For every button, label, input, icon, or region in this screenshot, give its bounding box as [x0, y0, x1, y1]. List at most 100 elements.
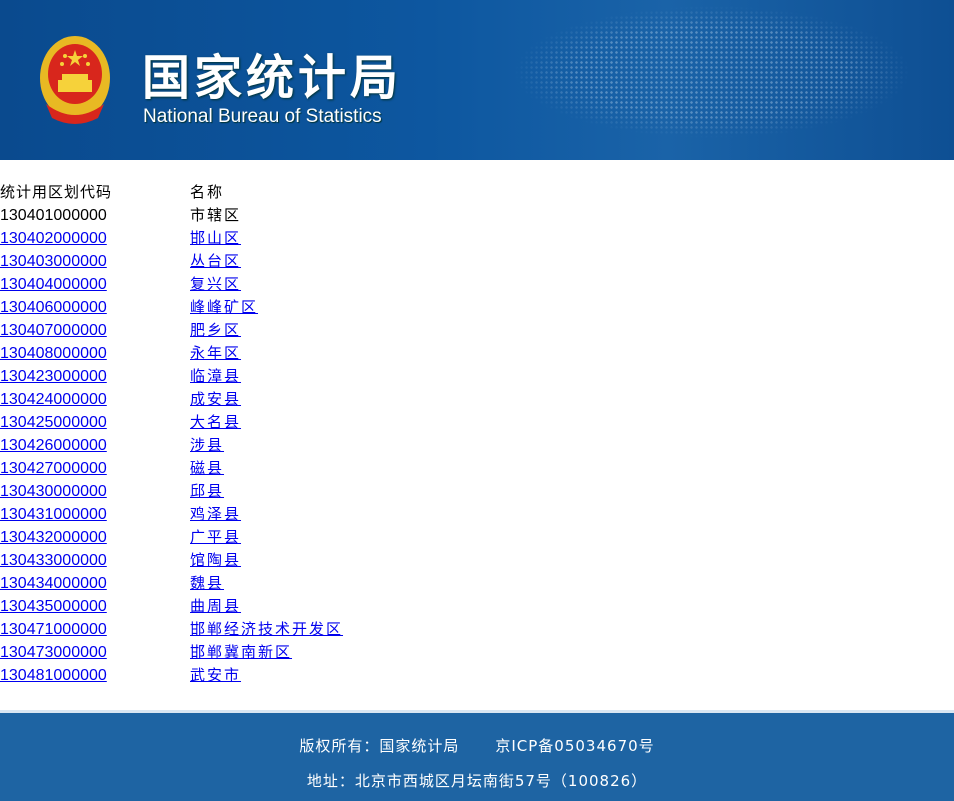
code-link[interactable]: 130424000000 [0, 391, 107, 408]
code-link[interactable]: 130403000000 [0, 253, 107, 270]
name-link[interactable]: 邱县 [190, 482, 225, 500]
column-header-code: 统计用区划代码 [0, 183, 113, 201]
name-cell: 成安县 [190, 388, 241, 411]
name-link[interactable]: 涉县 [190, 436, 225, 454]
column-header-name: 名称 [190, 183, 225, 201]
name-link[interactable]: 曲周县 [190, 597, 242, 615]
name-link[interactable]: 临漳县 [190, 367, 242, 385]
table-row: 130426000000 涉县 [0, 434, 343, 457]
code-link[interactable]: 130473000000 [0, 644, 107, 661]
table-row: 130424000000 成安县 [0, 388, 343, 411]
code-cell: 130403000000 [0, 250, 190, 273]
table-row: 130434000000 魏县 [0, 572, 343, 595]
name-cell: 复兴区 [190, 273, 241, 296]
name-cell: 磁县 [190, 457, 224, 480]
code-link[interactable]: 130431000000 [0, 506, 107, 523]
table-row: 130404000000 复兴区 [0, 273, 343, 296]
name-link[interactable]: 邯郸经济技术开发区 [190, 620, 344, 638]
code-link[interactable]: 130433000000 [0, 552, 107, 569]
code-link[interactable]: 130481000000 [0, 667, 107, 684]
name-cell: 峰峰矿区 [190, 296, 258, 319]
table-row: 130471000000 邯郸经济技术开发区 [0, 618, 343, 641]
code-link[interactable]: 130435000000 [0, 598, 107, 615]
code-cell: 130426000000 [0, 434, 190, 457]
table-row: 130432000000 广平县 [0, 526, 343, 549]
division-code-table: 统计用区划代码 名称 130401000000 市辖区 130402000000 邯山… [0, 181, 343, 687]
name-cell: 临漳县 [190, 365, 241, 388]
table-row: 130481000000 武安市 [0, 664, 343, 687]
name-cell: 武安市 [190, 664, 241, 687]
name-cell: 肥乡区 [190, 319, 241, 342]
name-link[interactable]: 成安县 [190, 390, 242, 408]
table-row: 130408000000 永年区 [0, 342, 343, 365]
table-row: 130401000000 市辖区 [0, 204, 343, 227]
name-cell: 邯郸经济技术开发区 [190, 618, 343, 641]
code-cell: 130407000000 [0, 319, 190, 342]
table-row: 130425000000 大名县 [0, 411, 343, 434]
name-link[interactable]: 武安市 [190, 666, 242, 684]
code-link[interactable]: 130426000000 [0, 437, 107, 454]
code-cell: 130432000000 [0, 526, 190, 549]
name-link[interactable]: 广平县 [190, 528, 242, 546]
name-cell: 邯郸冀南新区 [190, 641, 292, 664]
name-link[interactable]: 邯山区 [190, 229, 242, 247]
code-cell: 130402000000 [0, 227, 190, 250]
name-cell: 魏县 [190, 572, 224, 595]
code-link[interactable]: 130407000000 [0, 322, 107, 339]
table-row: 130423000000 临漳县 [0, 365, 343, 388]
table-row: 130407000000 肥乡区 [0, 319, 343, 342]
code-link[interactable]: 130434000000 [0, 575, 107, 592]
code-cell: 130401000000 [0, 204, 190, 227]
name-link[interactable]: 魏县 [190, 574, 225, 592]
code-link[interactable]: 130423000000 [0, 368, 107, 385]
name-link[interactable]: 复兴区 [190, 275, 242, 293]
code-cell: 130434000000 [0, 572, 190, 595]
name-cell: 大名县 [190, 411, 241, 434]
name-cell: 广平县 [190, 526, 241, 549]
table-row: 130430000000 邱县 [0, 480, 343, 503]
code-link[interactable]: 130408000000 [0, 345, 107, 362]
table-header-row: 统计用区划代码 名称 [0, 181, 343, 204]
table-row: 130402000000 邯山区 [0, 227, 343, 250]
code-cell: 130427000000 [0, 457, 190, 480]
code-cell: 130481000000 [0, 664, 190, 687]
name-link[interactable]: 峰峰矿区 [190, 298, 259, 316]
name-link[interactable]: 永年区 [190, 344, 242, 362]
name-cell: 永年区 [190, 342, 241, 365]
name-link[interactable]: 肥乡区 [190, 321, 242, 339]
code-cell: 130431000000 [0, 503, 190, 526]
code-cell: 130404000000 [0, 273, 190, 296]
national-emblem-icon [40, 36, 110, 124]
code-cell: 130423000000 [0, 365, 190, 388]
code-cell: 130430000000 [0, 480, 190, 503]
code-cell: 130435000000 [0, 595, 190, 618]
name-link[interactable]: 磁县 [190, 459, 225, 477]
code-link[interactable]: 130471000000 [0, 621, 107, 638]
code-link[interactable]: 130406000000 [0, 299, 107, 316]
code-cell: 130433000000 [0, 549, 190, 572]
site-footer: 版权所有：国家统计局 京ICP备05034670号 地址：北京市西城区月坛南街57… [0, 710, 954, 801]
name-link[interactable]: 鸡泽县 [190, 505, 242, 523]
table-row: 130427000000 磁县 [0, 457, 343, 480]
code-text: 130401000000 [0, 207, 107, 224]
table-row: 130433000000 馆陶县 [0, 549, 343, 572]
code-cell: 130425000000 [0, 411, 190, 434]
code-cell: 130406000000 [0, 296, 190, 319]
code-link[interactable]: 130425000000 [0, 414, 107, 431]
name-link[interactable]: 馆陶县 [190, 551, 242, 569]
site-header: 国家统计局 National Bureau of Statistics [0, 0, 954, 160]
name-cell: 市辖区 [190, 204, 241, 227]
name-link[interactable]: 大名县 [190, 413, 242, 431]
site-title-english: National Bureau of Statistics [143, 106, 382, 127]
table-row: 130435000000 曲周县 [0, 595, 343, 618]
name-link[interactable]: 邯郸冀南新区 [190, 643, 293, 661]
table-row: 130406000000 峰峰矿区 [0, 296, 343, 319]
code-link[interactable]: 130402000000 [0, 230, 107, 247]
code-link[interactable]: 130432000000 [0, 529, 107, 546]
name-text: 市辖区 [190, 206, 242, 224]
code-link[interactable]: 130427000000 [0, 460, 107, 477]
name-link[interactable]: 丛台区 [190, 252, 242, 270]
code-link[interactable]: 130404000000 [0, 276, 107, 293]
code-link[interactable]: 130430000000 [0, 483, 107, 500]
copyright-text: 版权所有：国家统计局 [299, 737, 460, 755]
